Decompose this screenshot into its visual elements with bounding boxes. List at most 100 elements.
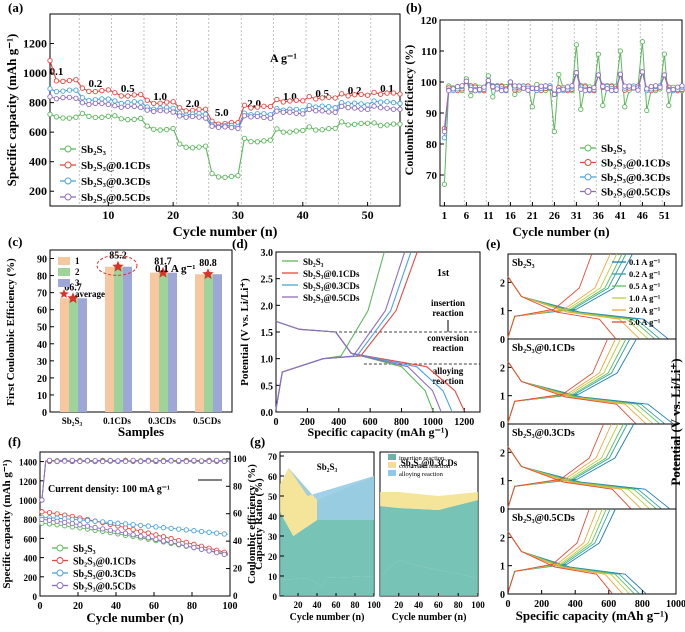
g-x-tick-label: 40 — [414, 600, 424, 610]
b-x-tick-label: 6 — [464, 210, 470, 222]
b-y-tick-label: 70 — [426, 170, 438, 182]
f-capacity-3-point — [39, 516, 45, 522]
g-x-tick-label: 60 — [434, 600, 444, 610]
a-series-0-point — [164, 126, 170, 133]
f-ce-3-point — [46, 457, 53, 464]
a-ylabel: Specific capacity (mAh g⁻¹) — [4, 34, 19, 187]
rate-label: 0.5 — [121, 83, 135, 95]
e-discharge — [507, 531, 630, 594]
f-capacity-2-point — [160, 524, 167, 531]
rate-label: 2.0 — [186, 98, 200, 110]
f-y-tick-label: 200 — [24, 573, 38, 583]
c-legend-label: average — [75, 289, 105, 299]
a-x-tick-label: 20 — [167, 208, 179, 222]
a-series-1-point — [79, 85, 86, 91]
b-series-3-point — [635, 87, 641, 93]
b-legend-marker — [584, 144, 592, 152]
g-legend-swatch — [388, 454, 396, 460]
f-legend-marker — [56, 544, 64, 552]
a-series-1-point — [300, 98, 306, 104]
a-series-0-point — [144, 123, 150, 129]
f-y2-tick-label: 60 — [233, 509, 243, 519]
b-series-3-point — [481, 84, 487, 90]
f-capacity-2-point — [69, 516, 75, 522]
a-series-0-point — [371, 120, 377, 126]
a-series-0-point — [66, 115, 73, 121]
a-series-0-point — [170, 125, 176, 132]
b-y-tick-label: 110 — [421, 46, 437, 58]
a-series-3-point — [241, 113, 248, 119]
e-x-tick-label: 800 — [635, 599, 650, 610]
b-series-3-point — [454, 83, 461, 90]
g-y-tick-label: 30 — [268, 532, 278, 542]
a-series-1-point — [339, 91, 345, 97]
a-series-3-point — [293, 110, 299, 116]
b-series-0-point — [644, 107, 650, 114]
g-insertion-area — [380, 560, 478, 596]
rate-label: 5.0 — [215, 107, 229, 119]
e-legend-label: 0.1 A g⁻¹ — [629, 257, 661, 267]
c-legend-swatch — [58, 257, 70, 265]
d-legend-label: Sb₂S₃@0.5CDs — [303, 293, 360, 303]
a-series-1-point — [390, 90, 397, 96]
f-capacity-3-point — [54, 518, 60, 524]
d-y-tick-label: 1.0 — [261, 355, 274, 366]
a-series-1-point — [332, 95, 338, 101]
a-series-0-point — [313, 127, 319, 133]
a-series-3-point — [196, 114, 202, 120]
b-series-3-point — [485, 77, 492, 84]
b-series-3-point — [450, 86, 456, 92]
a-series-0-point — [358, 120, 364, 127]
c-bar — [105, 266, 114, 412]
a-series-0-point — [254, 139, 261, 145]
g-insertion-area — [280, 512, 374, 586]
f-capacity-3-point — [46, 517, 53, 523]
a-series-2-point — [73, 87, 79, 93]
a-series-3-point — [319, 108, 325, 114]
a-series-0-point — [228, 173, 235, 180]
c-category-label: Sb₂S₃ — [62, 416, 83, 426]
a-series-1-point — [183, 108, 189, 114]
f-capacity-3-point — [122, 530, 129, 536]
g-insertion-area — [380, 500, 478, 578]
f-capacity-2-point — [153, 524, 159, 530]
a-series-1-point — [280, 99, 286, 105]
e-xlabel: Specific capacity (mAh g⁻¹) — [516, 608, 669, 623]
e-x-tick-label: 600 — [601, 599, 616, 610]
d-y-tick-label: 2.5 — [261, 275, 274, 286]
f-capacity-2-point — [176, 526, 182, 532]
a-series-0-point — [86, 113, 92, 120]
e-discharge — [507, 531, 640, 594]
a-series-0-point — [339, 119, 345, 125]
g-subtitle: Sb₂S₃ — [317, 462, 338, 472]
a-series-2-point — [319, 103, 325, 109]
a-series-3-point — [202, 115, 209, 121]
a-series-3-point — [390, 106, 397, 112]
b-legend-marker — [584, 173, 592, 181]
f-ce-3-point — [62, 458, 68, 464]
e-y-tick-label: 0 — [500, 335, 505, 346]
a-series-1-point — [138, 91, 144, 97]
f-ce-3-point — [92, 457, 98, 464]
b-series-3-point — [578, 86, 584, 92]
b-series-3-point — [507, 79, 514, 85]
a-series-0-point — [183, 144, 189, 150]
a-series-1-point — [274, 96, 280, 103]
b-series-3-point — [661, 72, 668, 78]
a-legend-label: Sb₂S₃@0.1CDs — [81, 160, 151, 172]
c-bar — [78, 298, 87, 412]
a-series-1-point — [53, 78, 60, 84]
b-x-tick-label: 11 — [483, 210, 493, 222]
a-series-3-point — [131, 103, 137, 110]
a-series-2-point — [112, 98, 118, 104]
b-series-0-point — [551, 128, 558, 135]
a-series-0-point — [280, 129, 286, 135]
f-y-tick-label: 1400 — [19, 458, 38, 468]
b-series-0-point — [441, 181, 448, 187]
a-series-3-point — [144, 107, 150, 113]
c-value-label: 80.8 — [199, 258, 217, 269]
b-series-3-point — [490, 83, 496, 90]
b-series-3-point — [679, 83, 685, 89]
g-y-tick-label: 40 — [268, 512, 278, 522]
